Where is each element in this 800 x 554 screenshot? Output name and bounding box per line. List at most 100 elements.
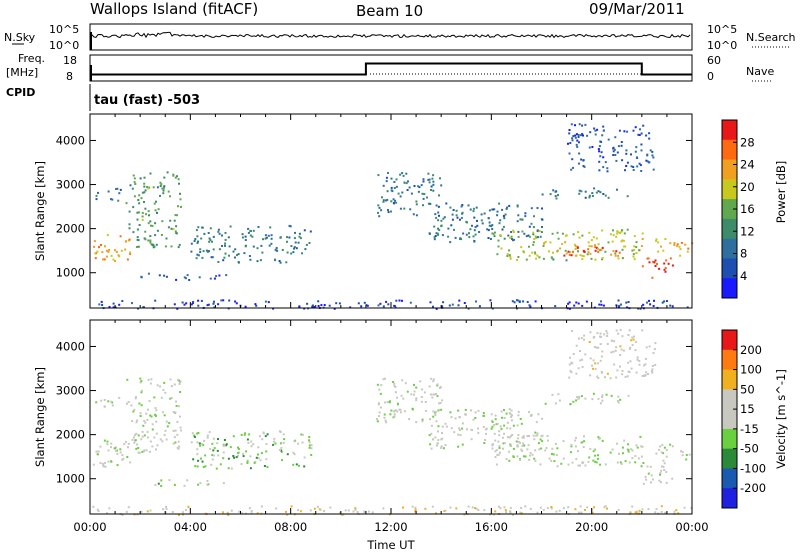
range-gate-cell (179, 198, 182, 201)
range-gate-cell (120, 249, 123, 252)
range-gate-cell (470, 409, 472, 412)
range-gate-cell (111, 198, 114, 201)
range-gate-cell (594, 246, 597, 249)
range-gate-cell (497, 239, 500, 242)
range-gate-cell (517, 410, 520, 413)
range-gate-cell (631, 336, 634, 339)
range-gate-cell (568, 307, 571, 310)
range-gate-cell (568, 376, 571, 379)
range-gate-cell (188, 279, 191, 281)
range-gate-cell (434, 410, 437, 413)
range-gate-cell (428, 178, 431, 181)
range-gate-cell (509, 257, 512, 260)
range-gate-cell (137, 434, 140, 437)
range-gate-cell (194, 238, 197, 240)
range-gate-cell (430, 424, 433, 427)
range-gate-cell (216, 449, 219, 452)
range-gate-cell (517, 440, 520, 443)
range-gate-cell (505, 511, 507, 514)
range-gate-cell (587, 241, 590, 244)
range-gate-cell (534, 300, 537, 303)
range-gate-cell (542, 508, 545, 511)
range-gate-cell (201, 460, 204, 463)
range-gate-cell (385, 199, 387, 202)
range-gate-cell (393, 181, 396, 183)
range-gate-cell (646, 160, 649, 163)
range-gate-cell (616, 442, 618, 445)
range-gate-cell (249, 234, 252, 237)
range-gate-cell (593, 187, 596, 190)
range-gate-cell (153, 436, 156, 439)
nsky-tick-high: 10^5 (49, 23, 79, 36)
range-gate-cell (590, 239, 593, 242)
range-gate-cell (663, 268, 666, 271)
range-gate-cell (491, 228, 494, 230)
range-gate-cell (424, 401, 427, 403)
range-gate-cell (517, 414, 520, 417)
range-gate-cell (156, 444, 159, 447)
range-gate-cell (175, 400, 178, 403)
range-gate-cell (192, 458, 195, 461)
range-gate-cell (382, 199, 385, 202)
range-gate-cell (384, 419, 387, 422)
range-gate-cell (538, 448, 541, 451)
range-gate-cell (450, 224, 453, 227)
range-gate-cell (541, 434, 544, 437)
range-gate-cell (492, 443, 494, 446)
range-gate-cell (199, 248, 202, 251)
range-gate-cell (141, 435, 144, 438)
range-gate-cell (591, 398, 594, 401)
range-gate-cell (505, 207, 508, 210)
range-gate-cell (187, 506, 190, 509)
range-gate-cell (133, 408, 136, 411)
range-gate-cell (572, 233, 575, 236)
range-gate-cell (290, 245, 293, 247)
range-gate-cell (387, 211, 390, 214)
range-gate-cell (340, 513, 343, 516)
range-gate-cell (632, 253, 635, 256)
range-gate-cell (572, 400, 575, 403)
range-gate-cell (568, 301, 571, 304)
range-gate-cell (552, 258, 555, 261)
range-gate-cell (643, 375, 646, 377)
range-gate-cell (176, 433, 179, 436)
range-gate-cell (504, 213, 507, 216)
range-gate-cell (270, 242, 273, 245)
range-gate-cell (632, 338, 635, 341)
range-gate-cell (408, 186, 411, 189)
range-gate-cell (226, 512, 229, 515)
range-gate-cell (520, 422, 523, 425)
range-gate-cell (634, 126, 637, 129)
range-gate-cell (503, 424, 506, 427)
range-gate-cell (577, 464, 580, 467)
range-gate-cell (640, 245, 643, 247)
range-gate-cell (114, 447, 116, 450)
range-gate-cell (409, 301, 412, 304)
range-gate-cell (121, 454, 124, 457)
range-gate-cell (594, 460, 597, 463)
range-gate-cell (503, 217, 506, 220)
range-gate-cell (111, 404, 114, 407)
range-gate-cell (103, 405, 106, 408)
range-gate-cell (129, 184, 132, 187)
range-gate-cell (614, 349, 617, 352)
range-gate-cell (126, 402, 128, 405)
range-gate-cell (308, 444, 311, 447)
range-gate-cell (233, 456, 236, 459)
range-gate-cell (457, 409, 460, 412)
range-gate-cell (484, 428, 487, 431)
range-gate-cell (401, 379, 404, 382)
range-gate-cell (569, 403, 572, 406)
range-gate-cell (160, 234, 163, 236)
range-gate-cell (172, 228, 175, 231)
range-gate-cell (663, 262, 666, 265)
range-gate-cell (165, 508, 168, 510)
range-gate-cell (598, 303, 601, 306)
range-gate-cell (276, 249, 279, 252)
range-gate-cell (539, 438, 542, 441)
range-gate-cell (143, 201, 145, 203)
range-gate-cell (534, 449, 537, 452)
range-gate-cell (575, 436, 577, 439)
range-gate-cell (512, 231, 515, 233)
range-gate-cell (515, 440, 518, 443)
